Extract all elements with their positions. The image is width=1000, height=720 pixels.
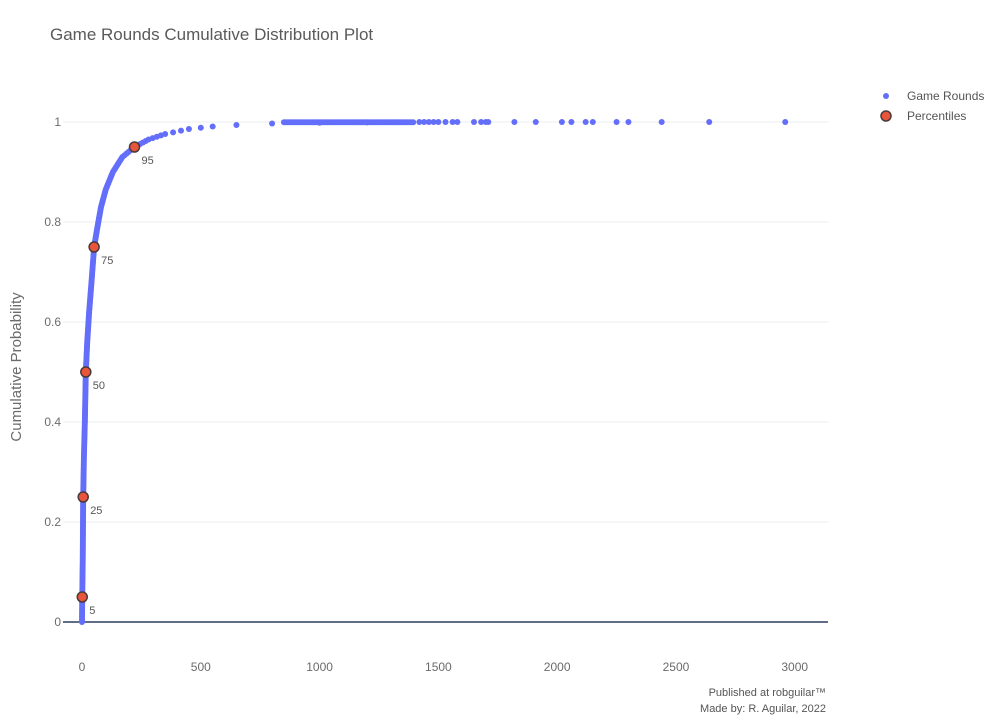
y-tick-label: 0.2 [44,515,61,529]
series-game-rounds [79,119,789,625]
percentile-marker[interactable] [76,591,88,603]
y-tick-label: 0.4 [44,415,61,429]
y-axis-title: Cumulative Probability [8,292,25,442]
percentile-label: 50 [93,380,105,392]
cdf-marker [209,123,216,130]
percentile-label: 95 [142,155,154,167]
legend-item-percentiles[interactable]: Percentiles [880,109,966,123]
cdf-marker [435,119,442,125]
percentile-marker[interactable] [128,141,141,153]
x-tick-label: 1500 [425,660,452,674]
credit-made-by: Made by: R. Aguilar, 2022 [700,703,826,715]
cdf-marker [625,119,632,125]
y-axis-ticks: 0 0.2 0.4 0.6 0.8 1 [44,115,61,629]
legend-label-game-rounds: Game Rounds [907,89,984,103]
cdf-marker [185,126,192,132]
cdf-marker [410,119,417,126]
credit-published: Published at robguilar™ [709,687,826,699]
cdf-marker [430,119,437,125]
chart-title: Game Rounds Cumulative Distribution Plot [50,25,373,44]
y-tick-label: 0 [54,615,61,629]
percentile-marker[interactable] [88,241,100,253]
percentile-marker[interactable] [77,491,89,503]
x-tick-label: 500 [191,660,211,674]
cdf-marker [269,120,276,127]
legend-marker-percentiles [880,110,892,122]
cdf-marker [197,124,204,131]
cdf-marker [442,119,449,125]
cdf-marker [511,119,518,125]
cdf-marker [454,119,461,125]
cdf-marker [233,122,240,128]
percentile-label: 25 [90,505,102,517]
cdf-marker [425,119,432,125]
percentile-label: 5 [89,605,95,617]
x-tick-label: 2500 [663,660,690,674]
x-tick-label: 1000 [306,660,333,674]
x-tick-label: 0 [79,660,86,674]
grid-lines [63,121,828,623]
x-tick-label: 2000 [544,660,571,674]
cdf-marker [706,119,713,125]
cdf-marker [170,129,177,136]
legend-label-percentiles: Percentiles [907,109,966,123]
cdf-marker [558,119,565,125]
y-tick-label: 0.8 [44,215,61,229]
cdf-marker [782,119,789,125]
y-tick-label: 1 [54,115,61,129]
cdf-marker [421,119,428,125]
legend[interactable]: Game Rounds Percentiles [880,89,984,123]
cdf-marker [658,119,665,125]
cdf-marker [416,119,423,125]
legend-item-game-rounds[interactable]: Game Rounds [883,89,984,103]
y-tick-label: 0.6 [44,315,61,329]
cdf-marker [485,119,492,125]
x-axis-ticks: 0 500 1000 1500 2000 2500 3000 [79,660,809,674]
x-tick-label: 3000 [781,660,808,674]
cdf-marker [582,119,589,125]
cdf-marker [613,119,620,125]
cdf-marker [177,127,184,134]
cdf-marker [568,119,575,125]
cdf-marker [478,119,485,125]
percentile-label: 75 [101,255,113,267]
percentile-marker[interactable] [80,366,92,378]
legend-marker-game-rounds [883,93,889,99]
cdf-marker [449,119,456,125]
cdf-marker [162,131,169,137]
series-percentiles: 5 25 50 75 95 [76,141,154,617]
cdf-marker [471,119,478,125]
cdf-marker [589,119,596,125]
cdf-marker [532,119,539,125]
